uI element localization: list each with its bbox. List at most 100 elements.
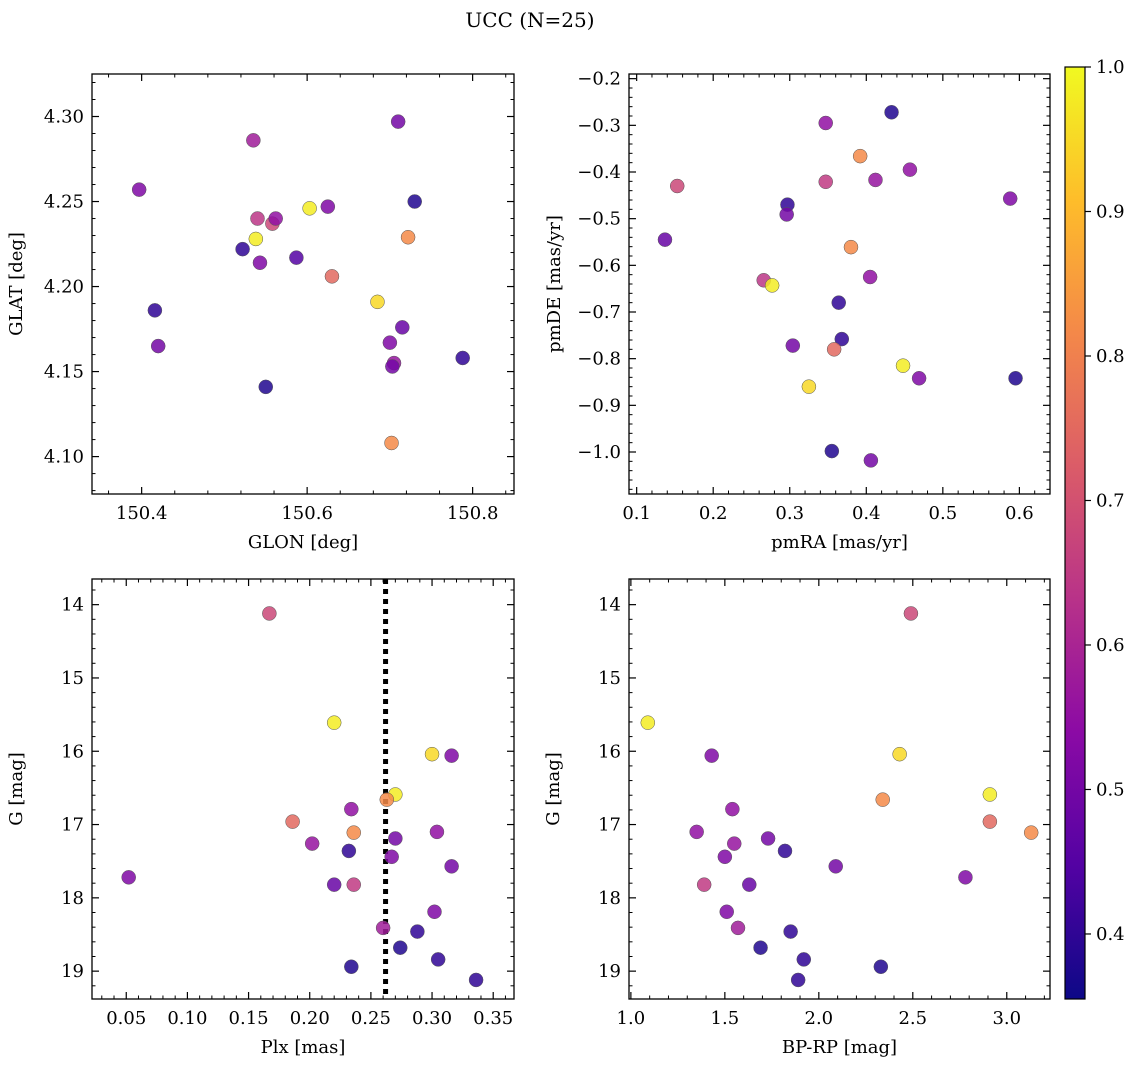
data-point [753, 940, 768, 955]
data-point [818, 115, 833, 131]
y-tick-label: 16 [61, 741, 84, 762]
data-point [302, 201, 317, 216]
data-point [863, 453, 879, 468]
data-point [868, 172, 883, 188]
y-tick-label: −0.3 [577, 115, 621, 136]
x-tick-label: 150.4 [116, 503, 168, 524]
x-tick-label: 1.0 [617, 1008, 646, 1029]
y-tick-label: 15 [598, 668, 621, 689]
x-tick-label: 1.5 [711, 1008, 740, 1029]
y-axis-label: pmDE [mas/yr] [544, 215, 565, 353]
data-point [725, 801, 740, 817]
x-tick-label: 150.8 [447, 503, 499, 524]
x-tick-label: 0.15 [229, 1008, 269, 1029]
data-point [121, 870, 136, 885]
data-point [1008, 371, 1023, 386]
data-point [1002, 191, 1018, 206]
data-point [379, 792, 395, 807]
data-point [304, 836, 320, 851]
data-point [1023, 825, 1039, 840]
data-point [696, 877, 712, 892]
x-axis-label: pmRA [mas/yr] [771, 532, 908, 553]
data-point [903, 606, 919, 621]
data-point [344, 801, 359, 817]
axes-frame [628, 73, 1051, 495]
data-point [689, 824, 704, 840]
panel-4: 1.0 1.5 2.0 2.5 3.0 14 15 16 17 18 19 BP-RP [mag] G … [543, 578, 1051, 1058]
y-tick-label: 18 [61, 888, 84, 909]
data-point [388, 831, 403, 846]
data-point [235, 241, 250, 257]
y-tick-label: −0.8 [577, 349, 621, 370]
y-tick-label: −0.7 [577, 302, 621, 323]
data-point [268, 211, 283, 226]
y-tick-label: −0.2 [577, 69, 621, 90]
data-point [785, 338, 801, 353]
data-point [285, 814, 300, 829]
figure-title: UCC (N=25) [465, 8, 594, 32]
data-point [796, 952, 812, 967]
axes-frame [91, 578, 515, 1000]
x-tick-label: 0.35 [473, 1008, 513, 1029]
panels: 150.4 150.6 150.84.104.154.204.254.30GLON … [6, 69, 1051, 1058]
panel-1: 150.4 150.6 150.8 4.10 4.15 4.20 4.25 4.30 GLON … [6, 73, 515, 553]
colorbar-tick-label: 0.8 [1096, 346, 1125, 367]
data-point [779, 207, 794, 222]
data-point [669, 178, 685, 194]
colorbar-tick-label: 0.6 [1096, 635, 1125, 656]
data-point [873, 959, 889, 974]
data-point [320, 199, 336, 214]
data-point [468, 972, 484, 988]
data-point [826, 342, 842, 357]
data-point [862, 269, 878, 285]
colorbar-tick-label: 1.0 [1096, 57, 1125, 78]
panel-3: 0.05 0.10 0.15 0.20 0.25 0.30 0.35 14 15 16 17 18 19… [6, 578, 515, 1058]
data-point [430, 952, 446, 967]
y-tick-label: 4.20 [44, 277, 84, 298]
data-point [384, 849, 399, 865]
colorbar-tick-label: 0.7 [1096, 490, 1125, 511]
data-point [370, 294, 385, 310]
y-tick-label: −1.0 [577, 442, 621, 463]
data-point [400, 229, 416, 245]
panel-2: 0.1 0.2 0.3 0.4 0.5 0.6 −1.0 −0.9 −0.8 −0.7 −0.6 −0… [544, 69, 1051, 553]
data-point [375, 920, 391, 936]
x-tick-label: 0.10 [167, 1008, 207, 1029]
data-point [326, 877, 342, 892]
x-tick-label: 0.3 [775, 503, 804, 524]
x-tick-label: 2.0 [805, 1008, 834, 1029]
y-tick-label: −0.4 [577, 162, 621, 183]
data-point [344, 959, 359, 974]
colorbar-tick-label: 0.9 [1096, 201, 1125, 222]
y-tick-label: 17 [598, 815, 621, 836]
data-point [958, 870, 973, 885]
data-point [852, 148, 868, 164]
data-point [727, 836, 742, 851]
y-tick-label: 19 [61, 961, 84, 982]
data-point [982, 814, 998, 829]
axes-frame [628, 578, 1051, 1000]
x-tick-label: 0.25 [351, 1008, 391, 1029]
data-point [824, 443, 840, 459]
data-point [346, 825, 362, 840]
data-point [444, 748, 459, 763]
data-point [346, 877, 362, 892]
y-tick-label: 19 [598, 961, 621, 982]
y-tick-label: 4.10 [44, 447, 84, 468]
x-tick-label: 0.2 [699, 503, 728, 524]
x-tick-label: 0.30 [412, 1008, 452, 1029]
data-point [395, 320, 410, 335]
y-tick-label: 4.25 [44, 192, 84, 213]
data-point [657, 232, 673, 247]
data-point [390, 114, 406, 129]
data-point [884, 105, 899, 120]
y-axis-label: GLAT [deg] [6, 232, 27, 336]
data-point [875, 792, 890, 807]
x-axis-label: BP-RP [mag] [782, 1037, 897, 1058]
data-point [392, 940, 408, 955]
x-tick-label: 150.6 [281, 503, 333, 524]
data-point [324, 269, 340, 284]
y-tick-label: 16 [598, 741, 621, 762]
x-tick-label: 0.20 [290, 1008, 330, 1029]
data-point [783, 924, 798, 939]
